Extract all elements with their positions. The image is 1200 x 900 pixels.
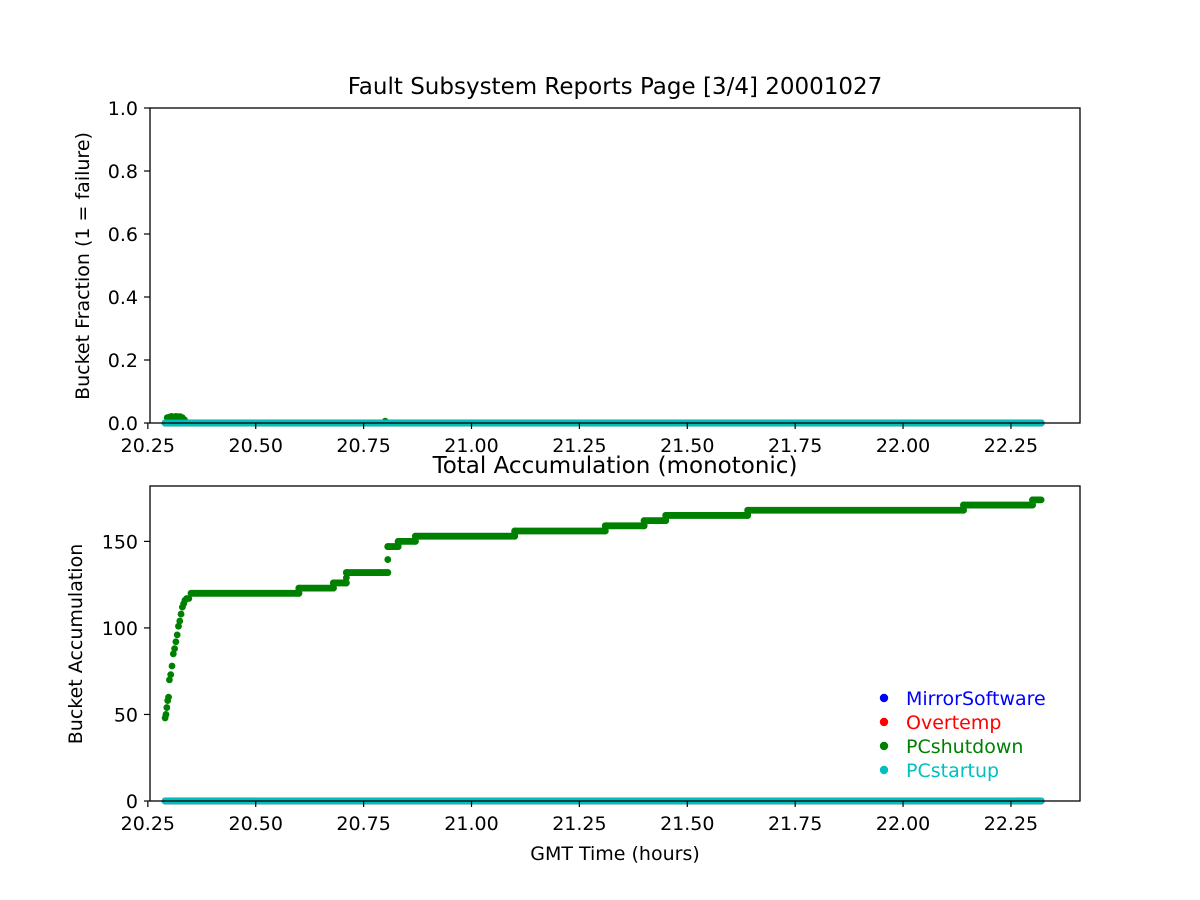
data-point	[185, 595, 193, 602]
x-tick-label: 20.75	[336, 435, 390, 457]
accumulation-pcshutdown-series	[161, 496, 1045, 722]
data-point	[166, 676, 173, 684]
data-point	[640, 517, 648, 525]
x-tick-label: 20.50	[229, 813, 283, 835]
y-tick-label: 0	[126, 791, 138, 813]
legend: MirrorSoftwareOvertempPCshutdownPCstartu…	[879, 688, 1046, 782]
legend-label: PCshutdown	[906, 736, 1023, 758]
data-point	[1029, 496, 1036, 504]
accumulation-plot-title: Total Accumulation (monotonic)	[432, 453, 798, 479]
x-tick-label: 20.25	[121, 813, 175, 835]
y-tick-label: 0.8	[108, 161, 138, 183]
legend-marker	[879, 693, 889, 703]
data-point	[662, 512, 670, 519]
x-tick-label: 21.25	[552, 435, 606, 457]
y-tick-label: 50	[114, 704, 138, 726]
x-tick-label: 22.25	[984, 435, 1038, 457]
legend-label: PCstartup	[906, 760, 999, 782]
y-tick-label: 0.4	[108, 287, 138, 309]
accumulation-y-axis-label: Bucket Accumulation	[65, 544, 87, 745]
x-tick-label: 21.00	[444, 813, 498, 835]
data-point	[177, 610, 185, 618]
data-point	[511, 527, 519, 535]
fraction-plot-title: Fault Subsystem Reports Page [3/4] 20001…	[348, 74, 883, 100]
x-tick-label: 22.25	[984, 813, 1038, 835]
data-point	[169, 650, 177, 658]
x-tick-label: 20.50	[229, 435, 283, 457]
fraction-panel: Fault Subsystem Reports Page [3/4] 20001…	[72, 74, 1081, 457]
x-tick-label: 22.00	[876, 435, 930, 457]
data-point	[171, 645, 178, 653]
accumulation-panel: Total Accumulation (monotonic) Bucket Ac…	[65, 453, 1081, 865]
data-point	[342, 579, 350, 587]
accumulation-axis-ticks: 20.25 20.50 20.75 21.00 21.25 21.50 21.75 22.00…	[102, 531, 1038, 835]
legend-marker	[879, 717, 889, 727]
data-point	[165, 693, 172, 701]
x-tick-label: 21.75	[768, 813, 822, 835]
x-tick-label: 21.00	[444, 435, 498, 457]
data-point	[176, 617, 184, 625]
accumulation-plot-frame	[149, 485, 1081, 802]
data-point	[162, 711, 170, 718]
y-tick-label: 0.6	[108, 224, 138, 246]
x-tick-label: 21.75	[768, 435, 822, 457]
x-tick-label: 20.75	[336, 813, 390, 835]
data-point	[175, 622, 182, 630]
x-tick-label: 20.25	[121, 435, 175, 457]
data-point	[330, 579, 337, 587]
legend-marker	[879, 765, 889, 775]
legend-marker	[879, 741, 889, 751]
x-tick-label: 21.25	[552, 813, 606, 835]
data-point	[172, 638, 180, 646]
data-point	[744, 506, 752, 514]
y-tick-label: 0.2	[108, 350, 138, 372]
x-tick-label: 22.00	[876, 813, 930, 835]
data-point	[384, 569, 392, 576]
data-point	[167, 671, 175, 679]
data-point	[163, 704, 171, 711]
legend-label: Overtemp	[906, 712, 1001, 734]
data-point	[168, 662, 176, 670]
legend-item-mirrorsoftware: MirrorSoftware	[879, 688, 1046, 710]
data-point	[295, 584, 303, 592]
data-point	[384, 543, 392, 550]
data-point	[173, 631, 181, 639]
data-point	[384, 556, 392, 563]
fraction-axis-ticks: 20.25 20.50 20.75 21.00 21.25 21.50 21.75 22.00…	[108, 98, 1038, 457]
y-tick-label: 0.0	[108, 413, 138, 435]
data-point	[412, 532, 419, 540]
y-tick-label: 150	[102, 531, 138, 553]
legend-label: MirrorSoftware	[906, 688, 1046, 710]
y-tick-label: 100	[102, 618, 138, 640]
fraction-y-axis-label: Bucket Fraction (1 = failure)	[72, 132, 94, 400]
x-tick-label: 21.50	[660, 435, 714, 457]
data-point	[342, 569, 350, 576]
legend-item-pcshutdown: PCshutdown	[879, 736, 1023, 758]
data-point	[960, 501, 967, 509]
legend-item-overtemp: Overtemp	[879, 712, 1001, 734]
x-axis-label: GMT Time (hours)	[530, 843, 700, 865]
legend-item-pcstartup: PCstartup	[879, 760, 999, 782]
y-tick-label: 1.0	[108, 98, 138, 120]
data-point	[601, 522, 609, 530]
x-tick-label: 21.50	[660, 813, 714, 835]
fraction-plot-frame	[149, 107, 1081, 424]
data-point	[394, 537, 402, 545]
data-point	[342, 574, 350, 582]
